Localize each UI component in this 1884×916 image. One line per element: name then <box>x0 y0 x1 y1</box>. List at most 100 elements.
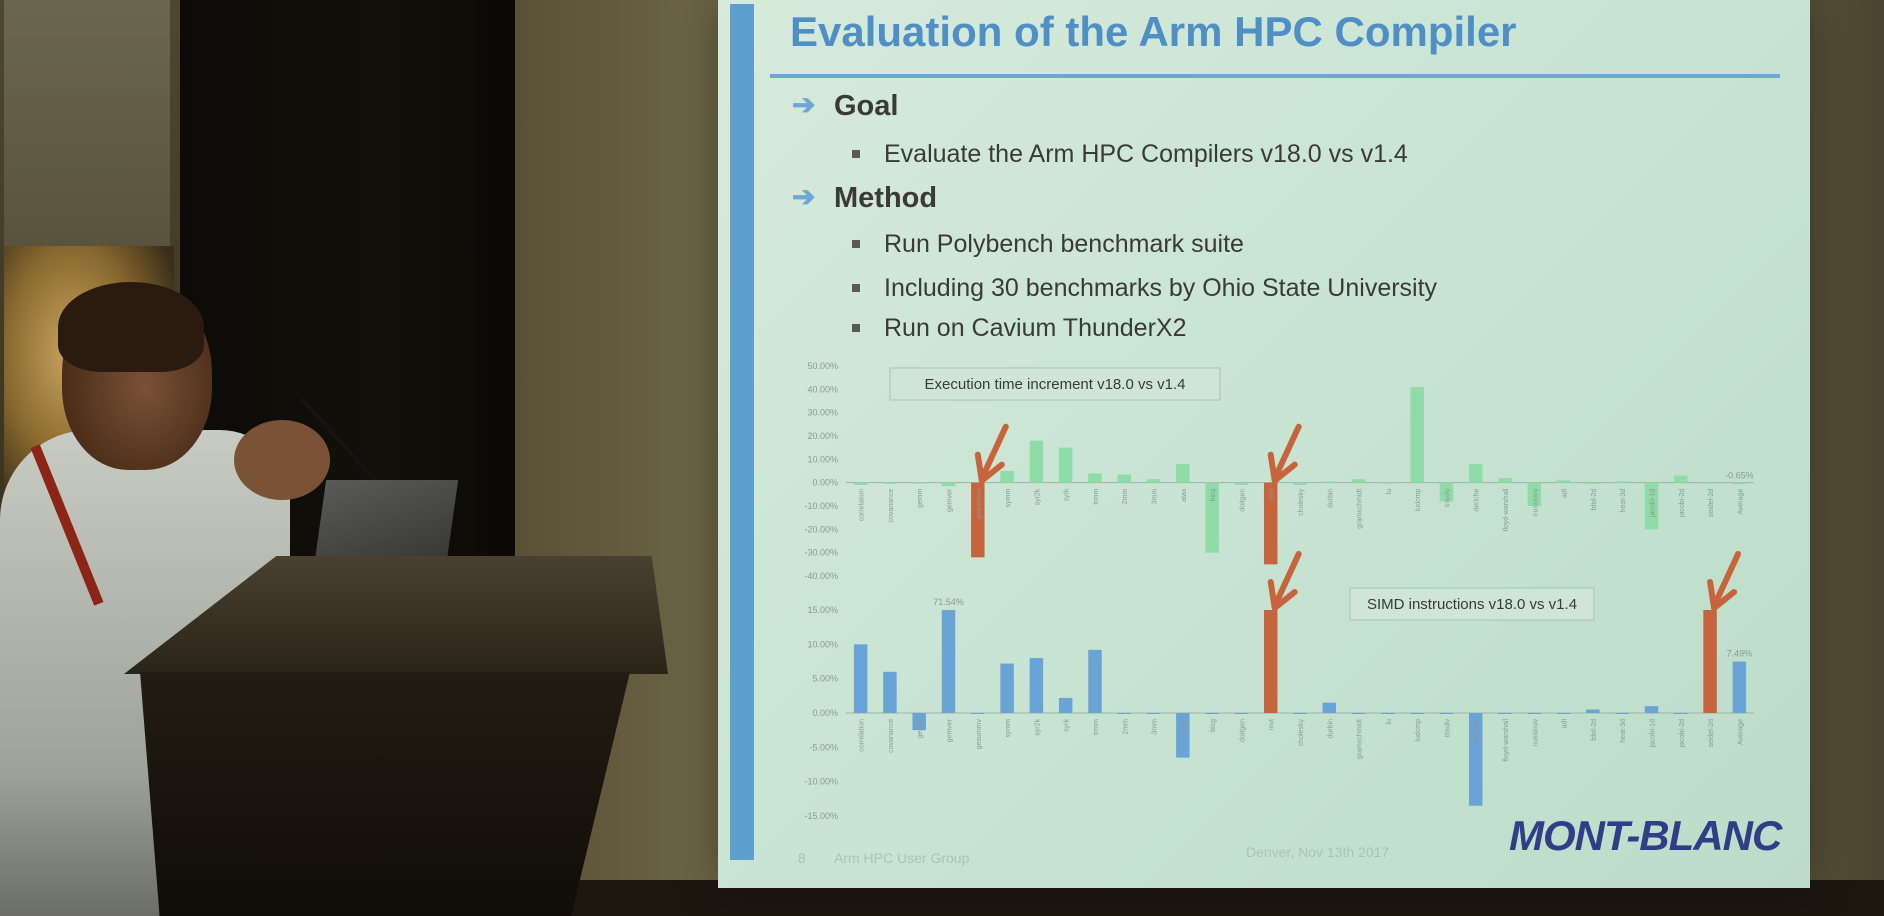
bar <box>853 482 868 485</box>
y-tick-label: -40.00% <box>804 571 838 581</box>
bar <box>1439 482 1454 502</box>
bar <box>1351 713 1366 714</box>
category-tick-label: floyd-warshall <box>1503 488 1510 531</box>
chart-title-box <box>889 367 1221 401</box>
red-arrowhead-icon <box>1267 451 1298 484</box>
goal-item: Evaluate the Arm HPC Compilers v18.0 vs … <box>884 140 1408 168</box>
bar <box>1381 482 1395 484</box>
category-tick-label: bicg <box>1210 719 1217 732</box>
category-tick-label: gesummv <box>976 719 983 750</box>
execution-time-chart: 50.00% 40.00% 30.00% 20.00% 10.00% 0.00% -10.0… <box>804 361 1754 581</box>
category-tick-label: syrk <box>1064 719 1071 732</box>
y-tick-label: 20.00% <box>807 431 838 441</box>
bar <box>1732 661 1747 713</box>
category-tick-label: 3mm <box>1152 719 1159 735</box>
data-label: 71.54% <box>933 597 964 607</box>
y-tick-label: 5.00% <box>812 674 838 684</box>
method-item: Including 30 benchmarks by Ohio State Un… <box>884 274 1438 302</box>
category-tick-label: jacobi-1d <box>1649 489 1656 519</box>
category-tick-label: deriche <box>1474 719 1481 742</box>
category-tick-label: jacobi-2d <box>1679 489 1686 519</box>
category-tick-label: lu <box>1386 719 1393 725</box>
y-tick-label: -30.00% <box>804 548 838 558</box>
category-tick-label: bicg <box>1210 489 1217 502</box>
category-tick-label: nussinov <box>1532 719 1539 747</box>
bar <box>1029 440 1044 483</box>
bar <box>971 482 985 558</box>
y-tick-label: -5.00% <box>809 742 838 752</box>
red-arrow-icon <box>1271 551 1302 609</box>
bar <box>1439 713 1454 714</box>
bar <box>1000 471 1014 483</box>
y-tick-label: -10.00% <box>804 777 838 787</box>
category-tick-label: symm <box>1005 719 1012 738</box>
bar <box>1615 713 1629 714</box>
bar <box>971 713 985 714</box>
y-tick-label: 0.00% <box>812 708 838 718</box>
bar <box>1674 713 1688 714</box>
bar <box>1469 464 1483 483</box>
bar <box>1146 713 1161 714</box>
category-tick-label: doitgen <box>1239 719 1246 742</box>
bar <box>1293 713 1307 714</box>
bar <box>1674 475 1688 483</box>
bar <box>1117 474 1131 483</box>
category-tick-label: covariance <box>888 719 895 753</box>
bar <box>1234 713 1249 714</box>
bar <box>1556 480 1571 483</box>
bar <box>1527 482 1542 506</box>
category-tick-label: nussinov <box>1532 488 1539 516</box>
method-heading: Method <box>834 182 938 214</box>
category-tick-label: cholesky <box>1298 719 1305 747</box>
category-tick-label: floyd-warshall <box>1503 719 1510 762</box>
bar <box>1205 713 1219 714</box>
bar <box>1498 713 1512 714</box>
simd-instructions-chart: 15.00% 10.00% 5.00% 0.00% -5.00% -10.00% -15.0… <box>804 551 1754 821</box>
bar <box>1263 482 1278 565</box>
bar <box>912 482 926 484</box>
category-tick-label: fdtd-2d <box>1591 719 1598 741</box>
chart-title: Execution time increment v18.0 vs v1.4 <box>925 376 1186 393</box>
square-bullet-icon <box>852 240 860 248</box>
mont-blanc-logo: MONT-BLANC <box>1509 812 1782 859</box>
bar <box>1088 473 1102 483</box>
category-tick-label: gesummv <box>976 488 983 519</box>
bar <box>1527 713 1542 714</box>
wall-panel <box>4 0 170 262</box>
category-tick-label: ludcmp <box>1415 719 1422 742</box>
slide-title: Evaluation of the Arm HPC Compiler <box>790 8 1517 55</box>
y-tick-label: 50.00% <box>807 361 838 371</box>
bar <box>1644 482 1659 530</box>
square-bullet-icon <box>852 324 860 332</box>
chart-title: SIMD instructions v18.0 vs v1.4 <box>1367 596 1577 613</box>
y-tick-label: 0.00% <box>812 478 838 488</box>
category-tick-label: correlation <box>859 719 866 752</box>
category-tick-label: ludcmp <box>1415 489 1422 512</box>
category-tick-label: seidel-2d <box>1708 719 1715 748</box>
bar <box>1322 481 1337 483</box>
footer-event: Arm HPC User Group <box>834 850 970 866</box>
bar <box>1381 713 1395 714</box>
bar <box>1234 482 1249 485</box>
y-tick-label: 15.00% <box>807 605 838 615</box>
data-label: 7.49% <box>1727 649 1753 659</box>
category-tick-label: jacobi-1d <box>1649 719 1656 749</box>
category-tick-label: symm <box>1005 489 1012 508</box>
category-tick-label: durbin <box>1327 719 1334 739</box>
title-underline <box>770 74 1780 78</box>
category-tick-label: deriche <box>1474 489 1481 512</box>
category-tick-label: covariance <box>888 489 895 523</box>
category-tick-label: atax <box>1181 488 1188 502</box>
bar <box>1703 610 1717 713</box>
bar <box>1205 482 1219 553</box>
bar <box>1410 387 1424 483</box>
arrow-bullet-icon: ➔ <box>792 181 816 212</box>
category-tick-label: trisolv <box>1444 488 1451 507</box>
square-bullet-icon <box>852 150 860 158</box>
bar <box>1351 479 1366 483</box>
category-tick-label: mvt <box>1269 489 1276 500</box>
category-tick-label: atax <box>1181 719 1188 733</box>
bar <box>1732 482 1747 485</box>
category-tick-label: fdtd-2d <box>1591 489 1598 511</box>
bar <box>853 644 868 713</box>
